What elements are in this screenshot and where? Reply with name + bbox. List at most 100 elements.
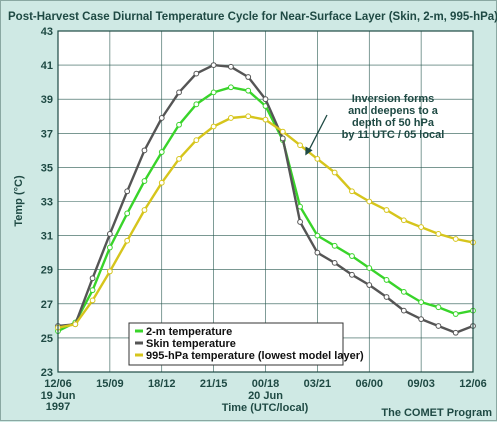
series-point	[106, 230, 113, 237]
series-point	[383, 277, 390, 283]
series-point	[106, 244, 113, 251]
x-tick-label: 15/09	[96, 378, 124, 390]
series-point	[383, 294, 390, 300]
series-point	[279, 135, 286, 142]
x-tick-label: 21/15	[200, 378, 228, 390]
series-point	[314, 249, 321, 256]
tick-labels: 23 25 27 29 31 33 35 37 39 41 43 12/06 15/09 18/12 21/…	[41, 26, 487, 413]
y-tick-label: 39	[41, 94, 53, 106]
x-tick-label: 06/00	[355, 378, 383, 390]
y-axis-label: Temp (°C)	[13, 175, 25, 227]
series-point	[349, 188, 355, 195]
series-point	[262, 96, 269, 103]
series-point	[245, 74, 252, 80]
annotation-text: depth of 50 hPa	[352, 117, 435, 129]
series-point	[228, 115, 234, 121]
series-point	[141, 147, 148, 154]
series-point	[176, 89, 182, 96]
series-point	[158, 149, 165, 155]
series-point	[245, 87, 252, 94]
series-point	[314, 232, 321, 239]
series-point	[418, 299, 425, 305]
series-point	[72, 321, 79, 328]
series-point	[106, 268, 113, 275]
series-point	[435, 304, 442, 311]
series-point	[331, 242, 338, 249]
plot-border	[57, 30, 474, 373]
y-tick-label: 37	[41, 128, 53, 140]
y-tick-label: 35	[41, 162, 53, 174]
annotation-text: Inversion forms	[352, 93, 435, 105]
series-point	[435, 230, 442, 237]
series-point	[400, 307, 407, 314]
series-point	[228, 63, 234, 70]
x-axis-label: Time (UTC/local)	[222, 402, 309, 414]
annotation-text: by 11 UTC / 05 local	[342, 129, 445, 141]
grid-lines	[58, 31, 473, 372]
credit-text: The COMET Program	[381, 407, 492, 419]
annotation-text: and deepens to a	[348, 105, 439, 117]
series-point	[193, 70, 200, 77]
x-tick-label: 03/21	[304, 378, 332, 390]
legend-entry: Skin temperature	[146, 338, 236, 350]
series-point	[158, 179, 165, 186]
series-point	[176, 155, 182, 162]
series-point	[176, 121, 182, 128]
y-tick-label: 31	[41, 231, 53, 243]
series-point	[245, 113, 252, 120]
series-point	[279, 128, 286, 135]
series-point	[400, 217, 407, 224]
series-point	[452, 236, 459, 242]
series-point	[400, 288, 407, 295]
y-tick-label: 43	[41, 26, 53, 38]
series-point	[210, 89, 217, 96]
series-point	[193, 137, 200, 144]
series-point	[418, 224, 425, 230]
series-point	[141, 178, 148, 184]
series-point	[228, 84, 234, 91]
series-point	[124, 210, 131, 217]
series-point	[383, 207, 390, 213]
series-point	[349, 253, 355, 259]
series-point	[124, 188, 131, 195]
series-point	[314, 155, 321, 162]
series-point	[452, 329, 459, 336]
series-point	[297, 219, 303, 225]
legend-entry: 995-hPa temperature (lowest model layer)	[146, 350, 364, 362]
series-point	[193, 101, 200, 108]
legend-box	[128, 322, 344, 366]
series-point	[89, 287, 96, 294]
series-point	[366, 282, 373, 288]
y-tick-label: 41	[41, 60, 53, 72]
series-layer	[55, 62, 476, 336]
series-point	[349, 271, 355, 278]
series-point	[366, 198, 373, 205]
x-tick-label: 12/06	[44, 378, 72, 390]
series-point	[435, 323, 442, 329]
chart-title: Post-Harvest Case Diurnal Temperature Cy…	[8, 11, 497, 23]
series-point	[418, 316, 425, 323]
x-tick-label: 18/12	[148, 378, 176, 390]
series-point	[297, 142, 303, 149]
date-label: 1997	[46, 401, 70, 413]
x-tick-label: 00/18	[252, 378, 280, 390]
series-point	[452, 311, 459, 317]
y-tick-label: 29	[41, 265, 53, 277]
series-point	[262, 116, 269, 123]
series-point	[89, 297, 96, 304]
series-2	[55, 62, 476, 336]
series-point	[366, 265, 373, 271]
series-point	[210, 123, 217, 130]
series-point	[331, 259, 338, 266]
series-point	[141, 207, 148, 213]
series-point	[158, 115, 165, 121]
series-point	[124, 237, 131, 244]
x-tick-label: 12/06	[459, 378, 487, 390]
y-tick-label: 23	[41, 367, 53, 379]
y-tick-label: 25	[41, 333, 53, 345]
y-tick-label: 33	[41, 197, 53, 209]
